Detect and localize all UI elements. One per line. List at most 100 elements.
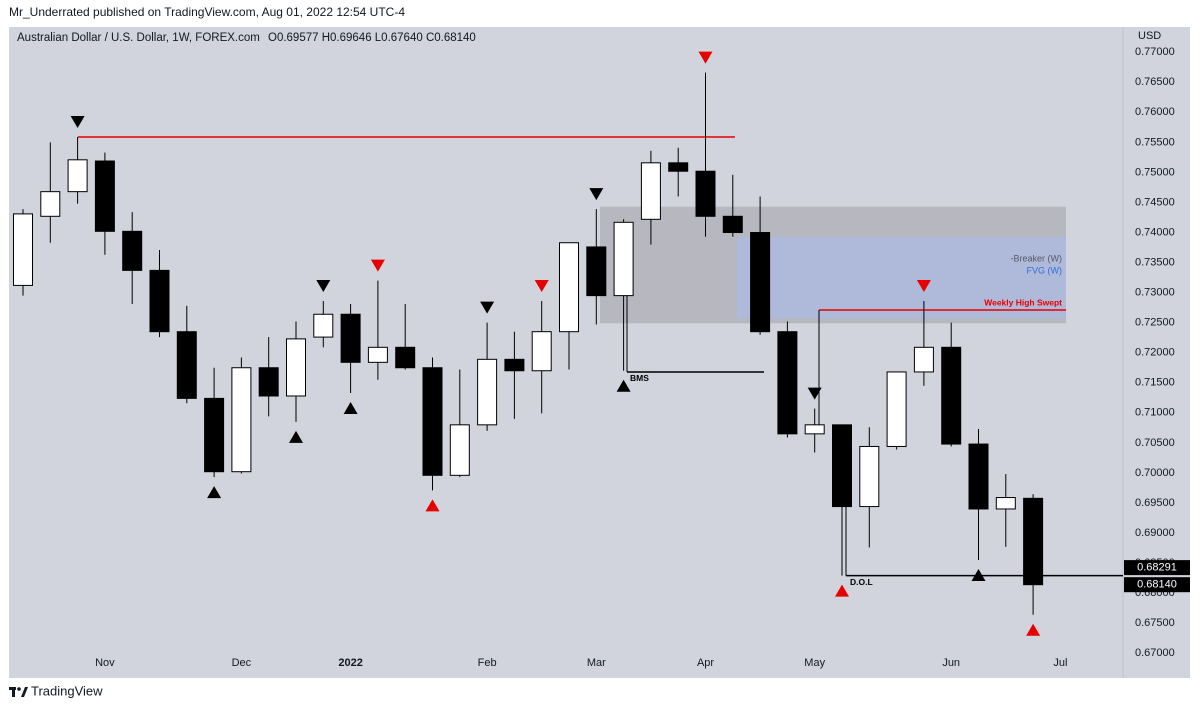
y-tick-label: 0.72000: [1135, 347, 1175, 359]
candle-body: [258, 367, 279, 397]
signal-marker: [698, 51, 713, 64]
candle-body: [367, 346, 388, 363]
price-tag: [1124, 577, 1190, 593]
ohlc-readout: O0.69577 H0.69646 L0.67640 C0.68140: [268, 32, 476, 44]
candle-body: [1023, 497, 1044, 586]
signal-marker: [835, 584, 849, 597]
y-tick-label: 0.74000: [1135, 226, 1175, 238]
symbol: Australian Dollar / U.S. Dollar, 1W, FOR…: [17, 32, 260, 44]
y-tick-label: 0.75500: [1135, 136, 1175, 148]
signal-marker: [425, 499, 440, 512]
currency: USD: [1138, 30, 1161, 42]
signal-marker: [316, 280, 331, 293]
candle-body: [832, 424, 852, 508]
price-tag-label: 0.68291: [1137, 562, 1177, 574]
x-tick-label: Jul: [1053, 657, 1067, 669]
candle-body: [176, 331, 197, 399]
y-tick-label: 0.67000: [1135, 647, 1175, 659]
candle-body: [559, 242, 579, 333]
y-tick-label: 0.74500: [1135, 196, 1175, 208]
y-tick-label: 0.73000: [1135, 287, 1175, 299]
price-tag-label: 0.68140: [1137, 579, 1177, 591]
y-tick-label: 0.77000: [1135, 46, 1175, 58]
y-tick-label: 0.72500: [1135, 317, 1175, 329]
candle-body: [695, 170, 716, 217]
candle-body: [40, 191, 61, 217]
y-tick-label: 0.70000: [1135, 467, 1175, 479]
y-tick-label: 0.76500: [1135, 76, 1175, 88]
published-line: Mr_Underrated published on TradingView.c…: [9, 5, 405, 19]
candle-body: [422, 367, 443, 476]
y-tick-label: 0.67500: [1135, 617, 1175, 629]
candle-body: [504, 358, 525, 372]
candle-body: [668, 162, 689, 172]
candle-body: [941, 346, 962, 445]
signal-marker: [916, 280, 931, 293]
candle-body: [722, 215, 743, 234]
x-tick-label: Jun: [942, 657, 960, 669]
level-label: BMS: [630, 373, 649, 383]
level-label: D.O.L: [850, 577, 873, 587]
candle-body: [313, 313, 334, 338]
candle-body: [122, 230, 143, 271]
candle-body: [449, 424, 470, 476]
brand: TradingView: [31, 683, 103, 698]
candle-body: [204, 397, 225, 473]
x-tick-label: May: [804, 657, 825, 669]
candle-body: [859, 445, 880, 508]
y-tick-label: 0.69500: [1135, 497, 1175, 509]
candle-body: [586, 246, 607, 297]
level-label: Weekly High Swept: [984, 297, 1062, 307]
y-tick-label: 0.71000: [1135, 407, 1175, 419]
candle-body: [286, 338, 306, 397]
candle-body: [67, 159, 88, 193]
candle-body: [613, 221, 634, 297]
y-tick-label: 0.70500: [1135, 437, 1175, 449]
chart-background: [9, 27, 1190, 678]
candle-body: [913, 346, 934, 373]
x-tick-label: Dec: [232, 657, 252, 669]
candle-body: [777, 331, 798, 435]
signal-marker: [616, 379, 631, 392]
x-tick-label: Feb: [478, 657, 497, 669]
candle-body: [804, 424, 825, 435]
candle-body: [477, 358, 498, 426]
candle-body: [886, 371, 907, 447]
signal-marker: [1026, 623, 1041, 636]
candle-body: [340, 313, 361, 363]
candle-body: [995, 497, 1016, 510]
x-tick-label: Mar: [587, 657, 606, 669]
candle-body: [13, 213, 33, 286]
candle-body: [395, 346, 416, 369]
x-tick-label: Nov: [95, 657, 115, 669]
zone-label: FVG (W): [1027, 265, 1063, 275]
signal-marker: [480, 301, 495, 314]
candle-body: [640, 162, 661, 220]
y-tick-label: 0.71500: [1135, 377, 1175, 389]
signal-marker: [807, 387, 822, 400]
y-tick-label: 0.73500: [1135, 256, 1175, 268]
candle-body: [968, 443, 989, 510]
x-tick-label: 2022: [338, 657, 362, 669]
x-tick-label: Apr: [697, 657, 714, 669]
candle-body: [149, 269, 170, 333]
candle-body: [94, 160, 115, 232]
candle-body: [231, 367, 252, 473]
signal-marker: [534, 280, 549, 293]
y-tick-label: 0.75000: [1135, 166, 1175, 178]
brand-logo: [9, 687, 28, 697]
zone-label: -Breaker (W): [1011, 253, 1063, 263]
signal-marker: [207, 486, 222, 499]
price-tag: [1124, 560, 1190, 576]
candle-body: [750, 232, 771, 333]
signal-marker: [370, 259, 385, 272]
zone: [737, 236, 1066, 319]
y-tick-label: 0.69000: [1135, 527, 1175, 539]
y-tick-label: 0.76000: [1135, 106, 1175, 118]
candle-body: [531, 331, 552, 372]
signal-marker: [589, 188, 604, 201]
signal-marker: [343, 401, 358, 414]
signal-marker: [70, 115, 85, 128]
